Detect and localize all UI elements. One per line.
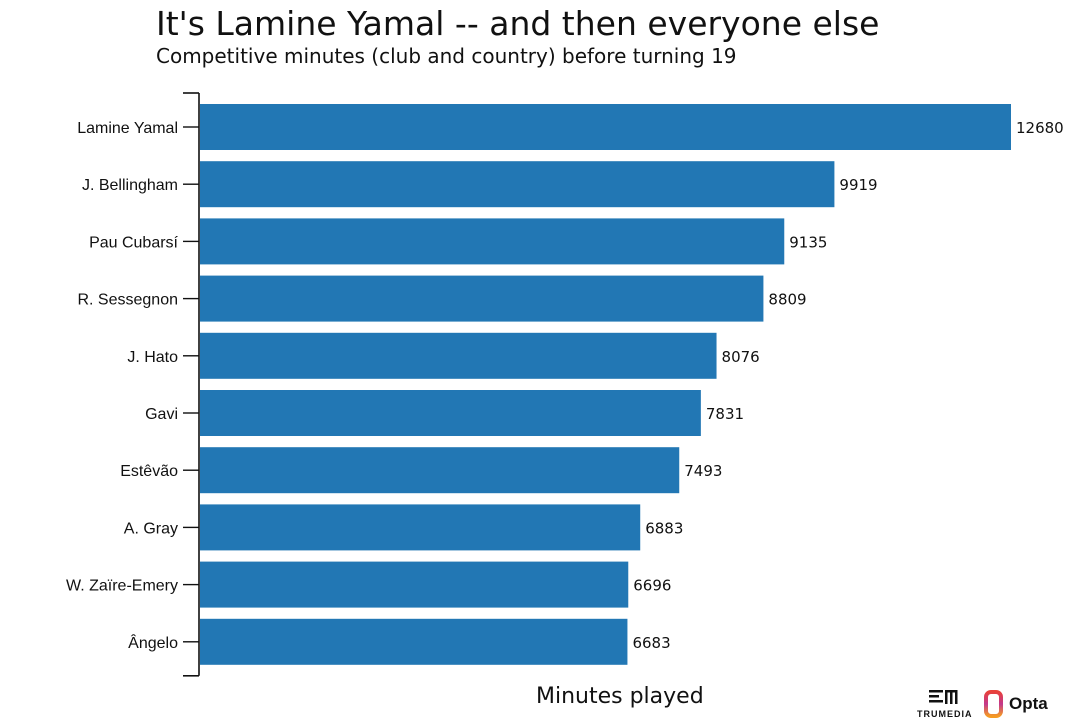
y-tick-label: Gavi [145,406,178,423]
bar [200,618,628,665]
bar [200,104,1011,150]
data-label: 7831 [706,405,744,423]
data-label: 9135 [789,233,827,251]
y-tick-label: Ângelo [128,633,178,652]
data-label: 6696 [633,577,671,595]
y-tick-label: Lamine Yamal [77,120,178,137]
bar [200,218,785,265]
data-label: 9919 [839,176,877,194]
y-tick-label: J. Hato [127,349,178,366]
bar [200,447,680,494]
trumedia-logo: TRUMEDIA [915,688,975,720]
bar [200,161,835,208]
bar [200,561,629,608]
y-tick-label: R. Sessegnon [77,292,178,309]
trumedia-logo-icon [929,690,958,704]
x-axis-label: Minutes played [536,684,704,709]
y-tick-label: Pau Cubarsí [89,234,178,251]
trumedia-logo-text: TRUMEDIA [917,709,973,719]
opta-logo-text: Opta [1009,694,1048,713]
data-label: 7493 [684,462,722,480]
y-tick-label: W. Zaïre-Emery [66,578,178,595]
bar [200,504,641,551]
y-tick-label: A. Gray [124,520,178,537]
y-tick-label: J. Bellingham [82,177,178,194]
data-label: 8076 [722,348,760,366]
data-label: 6883 [645,519,683,537]
bar [200,275,764,322]
bar [200,390,701,436]
y-tick-label: Estêvão [120,463,178,480]
opta-logo-icon [984,690,1003,718]
data-label: 8809 [768,291,806,309]
data-label: 6683 [632,634,670,652]
opta-logo: Opta [984,690,1054,720]
chart-subtitle: Competitive minutes (club and country) b… [156,44,737,68]
chart-title: It's Lamine Yamal -- and then everyone e… [156,4,880,43]
bar [200,332,717,379]
data-label: 12680 [1016,119,1064,137]
